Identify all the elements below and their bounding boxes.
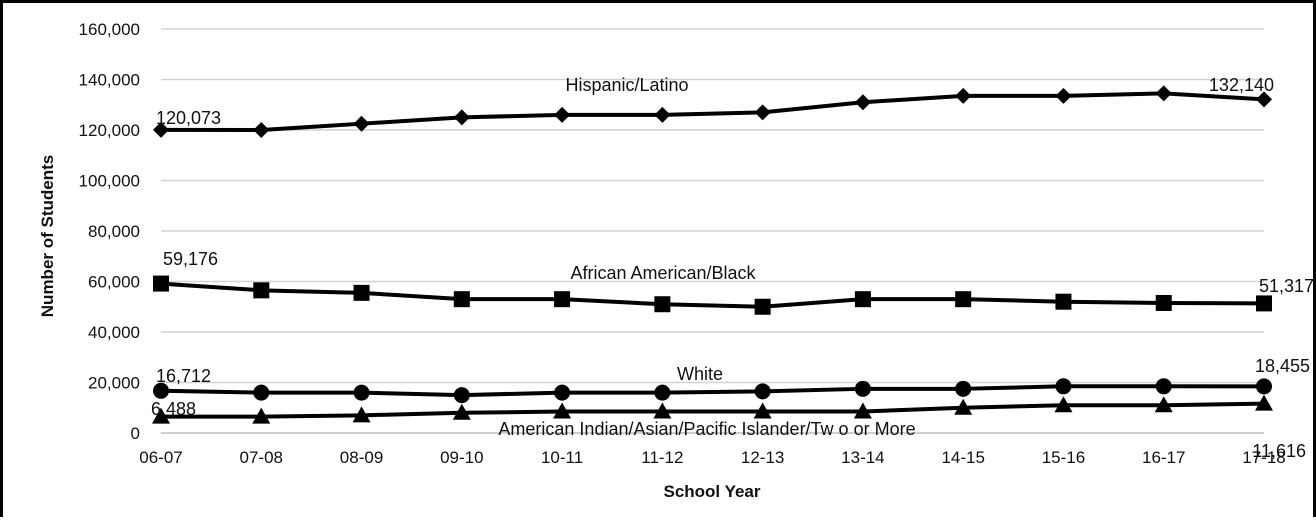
data-point-hispanic-latino — [453, 109, 470, 126]
y-tick-label: 40,000 — [88, 323, 140, 342]
data-point-american-indian-asian-pacific-islander-tw-o-or-more — [653, 402, 672, 419]
series-line-american-indian-asian-pacific-islander-tw-o-or-more — [160, 401, 1265, 419]
data-point-american-indian-asian-pacific-islander-tw-o-or-more — [954, 398, 973, 415]
x-tick-label: 16-17 — [1142, 448, 1185, 467]
series-name-label: White — [677, 364, 723, 384]
y-tick-label: 140,000 — [79, 71, 140, 90]
data-point-hispanic-latino — [754, 104, 771, 121]
series-name-label: African American/Black — [570, 263, 756, 283]
series-labels: Hispanic/Latino 120,073 132,140 African Ame… — [151, 75, 1314, 461]
x-tick-label: 08-09 — [340, 448, 383, 467]
series-name-label: Hispanic/Latino — [565, 75, 688, 95]
start-value-label: 120,073 — [156, 108, 221, 128]
series-markers — [152, 85, 1273, 424]
line-chart: 0 20,000 40,000 60,000 80,000 100,000 120,000 1… — [38, 20, 1314, 501]
x-tick-label: 10-11 — [541, 448, 583, 467]
data-point-african-american-black — [554, 291, 571, 308]
start-value-label: 59,176 — [163, 249, 218, 269]
y-tick-label: 60,000 — [88, 273, 140, 292]
series-line-african-american-black — [160, 281, 1265, 309]
data-point-african-american-black — [153, 275, 169, 292]
data-point-american-indian-asian-pacific-islander-tw-o-or-more — [152, 407, 170, 424]
data-point-african-american-black — [754, 298, 771, 315]
end-value-label: 51,317 — [1259, 276, 1314, 296]
y-tick-label: 80,000 — [88, 222, 140, 241]
data-point-american-indian-asian-pacific-islander-tw-o-or-more — [352, 406, 371, 423]
x-tick-label: 12-13 — [741, 448, 784, 467]
data-point-hispanic-latino — [854, 94, 871, 111]
x-tick-label: 09-10 — [440, 448, 483, 467]
data-point-hispanic-latino — [353, 115, 370, 132]
data-point-white — [955, 380, 972, 397]
data-point-african-american-black — [1256, 295, 1272, 312]
x-tick-label: 15-16 — [1042, 448, 1085, 467]
data-point-american-indian-asian-pacific-islander-tw-o-or-more — [853, 402, 872, 419]
end-value-label: 11,616 — [1252, 441, 1306, 461]
data-point-african-american-black — [654, 296, 671, 313]
data-point-hispanic-latino — [654, 106, 671, 123]
start-value-label: 6,488 — [151, 399, 196, 419]
y-tick-label: 120,000 — [79, 121, 140, 140]
data-point-hispanic-latino — [955, 87, 972, 104]
data-point-hispanic-latino — [1256, 91, 1272, 108]
x-tick-label: 14-15 — [941, 448, 984, 467]
data-point-african-american-black — [453, 291, 470, 308]
data-point-white — [453, 387, 470, 404]
y-tick-label: 100,000 — [79, 172, 140, 191]
data-point-american-indian-asian-pacific-islander-tw-o-or-more — [1054, 396, 1073, 413]
y-axis-ticks: 0 20,000 40,000 60,000 80,000 100,000 120,000 1… — [79, 20, 140, 443]
series-line-hispanic-latino — [160, 91, 1265, 132]
data-point-white — [253, 384, 270, 401]
data-point-white — [854, 380, 871, 397]
y-tick-label: 0 — [131, 424, 140, 443]
data-point-white — [554, 384, 571, 401]
data-point-white — [1055, 378, 1072, 395]
x-tick-label: 11-12 — [641, 448, 683, 467]
data-point-white — [1155, 378, 1172, 395]
data-point-african-american-black — [854, 291, 871, 308]
data-point-white — [754, 383, 771, 400]
series-name-label: American Indian/Asian/Pacific Islander/T… — [498, 419, 915, 439]
data-point-hispanic-latino — [1055, 87, 1072, 104]
data-point-hispanic-latino — [1155, 85, 1172, 102]
end-value-label: 18,455 — [1255, 356, 1310, 376]
data-point-american-indian-asian-pacific-islander-tw-o-or-more — [252, 407, 271, 424]
data-point-american-indian-asian-pacific-islander-tw-o-or-more — [1154, 396, 1173, 413]
data-point-hispanic-latino — [554, 106, 571, 123]
data-point-african-american-black — [1055, 293, 1072, 310]
y-axis-title: Number of Students — [38, 155, 57, 317]
data-point-american-indian-asian-pacific-islander-tw-o-or-more — [1255, 394, 1273, 411]
data-point-hispanic-latino — [253, 122, 270, 138]
data-point-white — [1256, 378, 1272, 395]
series-line-white — [160, 384, 1265, 398]
x-axis-title: School Year — [663, 482, 760, 501]
data-point-american-indian-asian-pacific-islander-tw-o-or-more — [452, 403, 471, 420]
x-axis-ticks: 06-07 07-08 08-09 09-10 10-11 11-12 12-13 13-14… — [139, 448, 1285, 467]
data-point-african-american-black — [955, 291, 972, 308]
start-value-label: 16,712 — [156, 366, 211, 386]
y-tick-label: 160,000 — [79, 20, 140, 39]
y-tick-label: 20,000 — [88, 374, 140, 393]
x-tick-label: 07-08 — [240, 448, 283, 467]
x-tick-label: 06-07 — [139, 448, 182, 467]
gridlines — [161, 28, 1264, 434]
data-point-white — [353, 384, 370, 401]
x-tick-label: 17-18 — [1242, 448, 1285, 467]
end-value-label: 132,140 — [1209, 75, 1274, 95]
data-point-white — [153, 382, 169, 399]
series-lines — [160, 91, 1265, 419]
data-point-hispanic-latino — [153, 121, 169, 138]
data-point-white — [654, 384, 671, 401]
data-point-american-indian-asian-pacific-islander-tw-o-or-more — [753, 402, 772, 419]
data-point-african-american-black — [353, 284, 370, 301]
data-point-african-american-black — [253, 282, 270, 299]
data-point-american-indian-asian-pacific-islander-tw-o-or-more — [553, 402, 572, 419]
data-point-african-american-black — [1155, 294, 1172, 311]
x-tick-label: 13-14 — [841, 448, 884, 467]
